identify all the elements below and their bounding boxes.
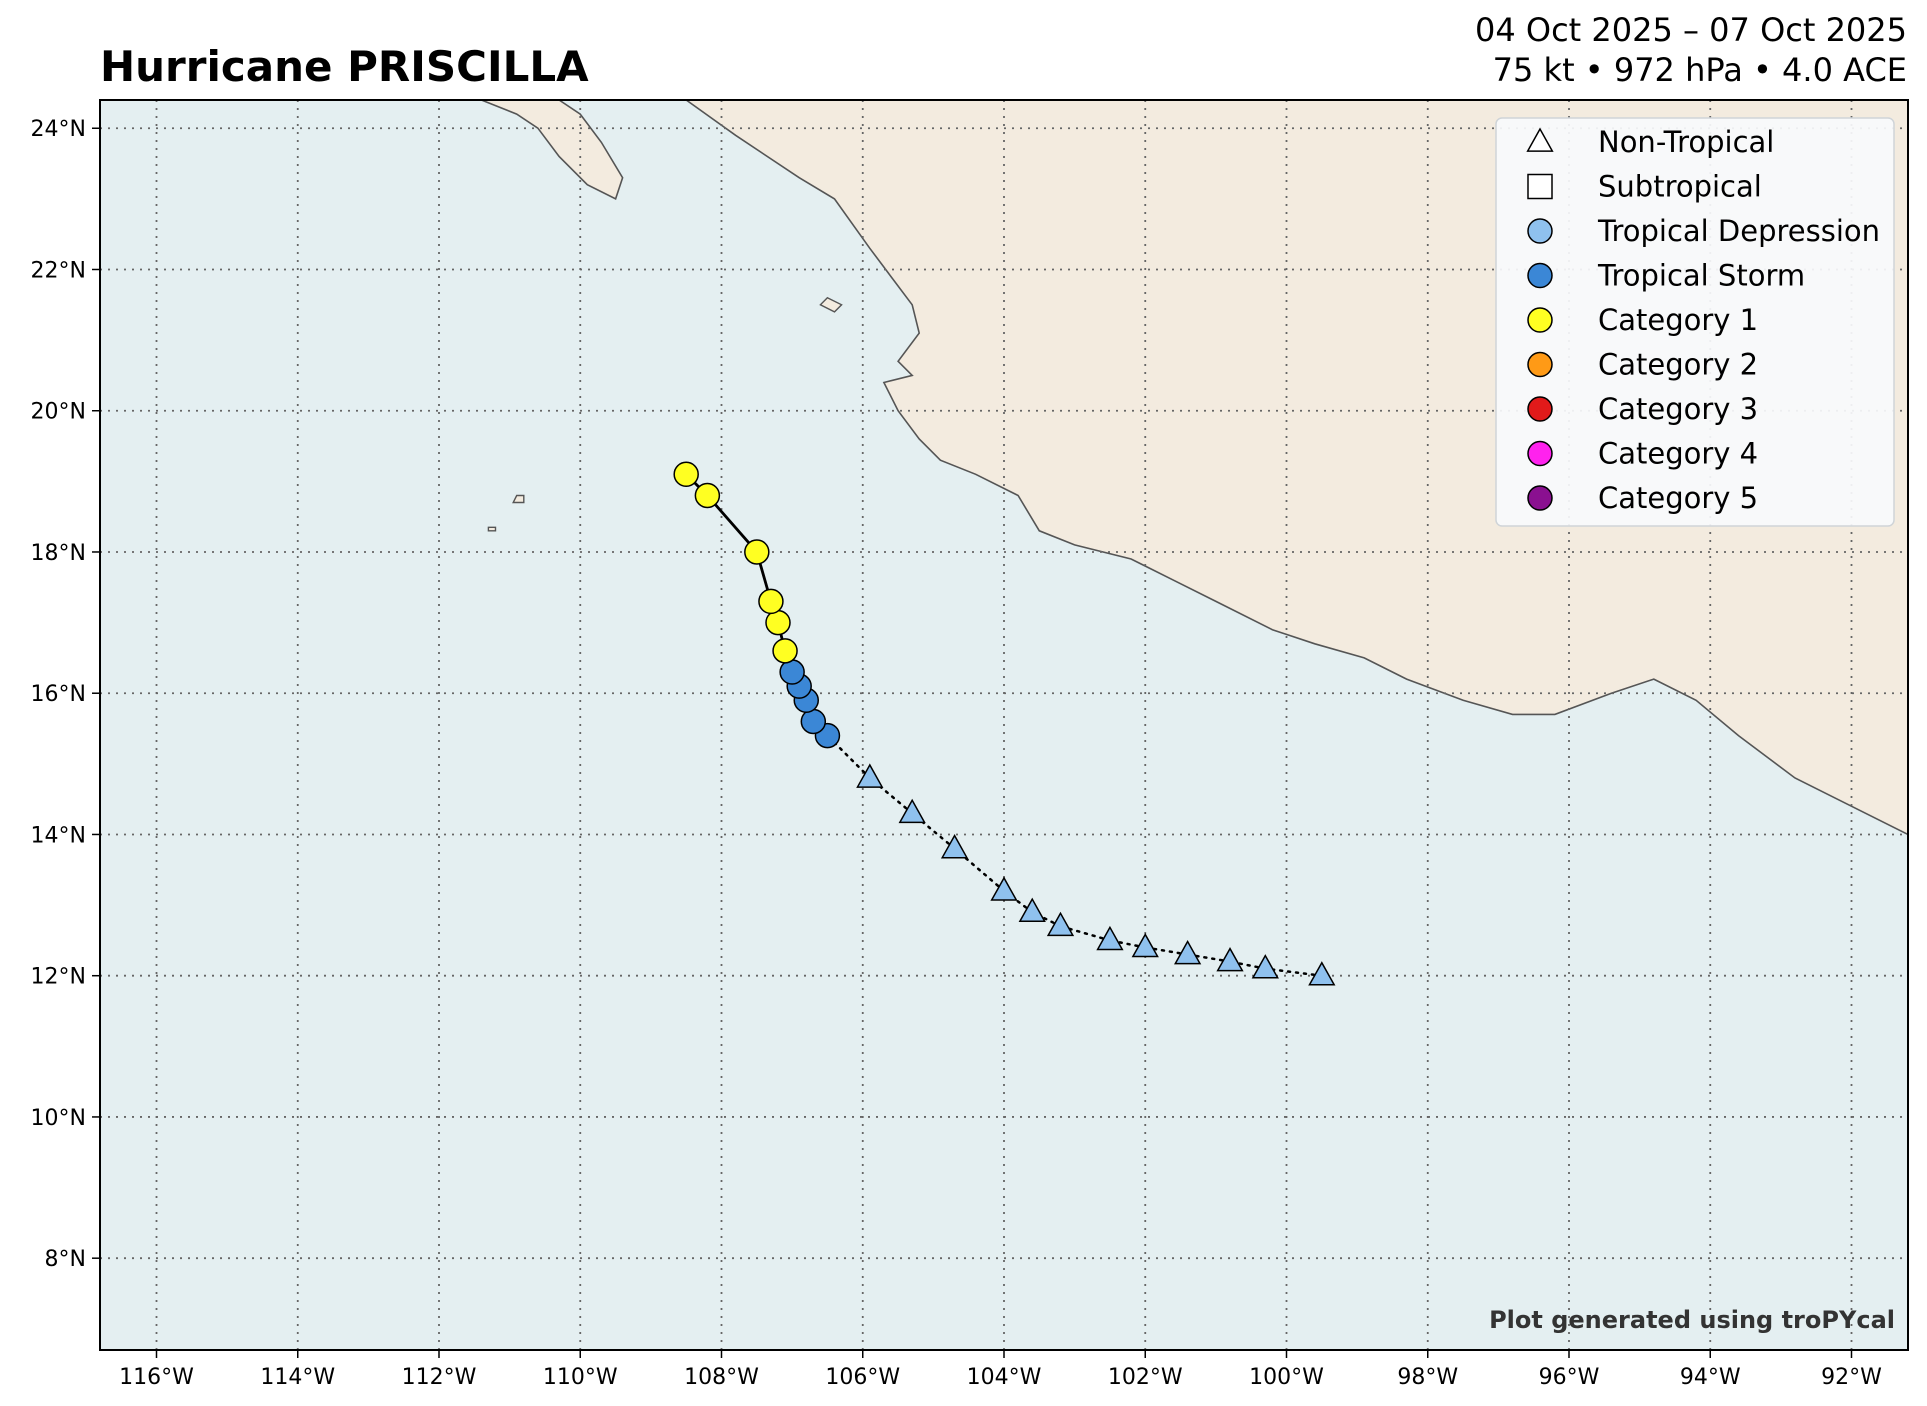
lat-tick-label: 18°N bbox=[31, 541, 86, 566]
legend-marker-circle bbox=[1527, 396, 1553, 422]
track-point-circle bbox=[800, 708, 827, 735]
lat-tick-label: 24°N bbox=[31, 117, 86, 142]
track-point-circle bbox=[673, 461, 699, 488]
track-point-triangle bbox=[1216, 947, 1244, 972]
track-point-triangle bbox=[1308, 961, 1336, 986]
track-segment bbox=[910, 812, 956, 850]
track-segment bbox=[1002, 889, 1034, 914]
legend-marker-circle bbox=[1527, 307, 1553, 333]
track-point-circle bbox=[765, 609, 791, 636]
legend-marker-circle bbox=[1527, 351, 1553, 378]
baja-california-tip bbox=[481, 100, 624, 201]
legend-marker-circle bbox=[1527, 440, 1553, 467]
legend-label: Category 5 bbox=[1598, 481, 1758, 515]
track-point-triangle bbox=[1173, 939, 1202, 965]
legend-marker-triangle bbox=[1526, 127, 1554, 152]
lat-tick-label: 12°N bbox=[31, 965, 86, 990]
lon-tick-label: 110°W bbox=[543, 1365, 618, 1390]
lat-tick-label: 16°N bbox=[31, 682, 86, 707]
track-point-triangle bbox=[898, 798, 926, 824]
lon-tick-label: 98°W bbox=[1397, 1365, 1458, 1390]
lat-tick-label: 14°N bbox=[31, 823, 86, 848]
legend-marker-square bbox=[1527, 173, 1553, 200]
lat-tick-label: 22°N bbox=[31, 258, 86, 283]
lon-tick-label: 100°W bbox=[1249, 1365, 1324, 1390]
legend-label: Category 4 bbox=[1598, 437, 1758, 471]
track-point-circle bbox=[744, 539, 770, 565]
lat-tick-label: 8°N bbox=[45, 1247, 86, 1272]
lon-tick-label: 106°W bbox=[825, 1365, 900, 1390]
track-segment bbox=[1108, 939, 1147, 949]
track-point-triangle bbox=[1096, 925, 1124, 951]
track-segment bbox=[953, 847, 1006, 893]
track-segment bbox=[868, 776, 914, 815]
legend-label: Category 3 bbox=[1598, 392, 1758, 426]
lon-tick-label: 104°W bbox=[967, 1365, 1042, 1390]
lon-tick-label: 102°W bbox=[1108, 1365, 1183, 1390]
lon-tick-label: 96°W bbox=[1539, 1365, 1600, 1390]
lon-tick-label: 116°W bbox=[119, 1365, 194, 1390]
island bbox=[819, 296, 843, 313]
track-point-triangle bbox=[940, 834, 969, 859]
track-point-triangle bbox=[990, 876, 1018, 901]
gridlines bbox=[100, 100, 1908, 1350]
track-point-circle bbox=[694, 482, 721, 509]
track-point-circle bbox=[772, 638, 798, 664]
legend-box bbox=[1495, 117, 1895, 527]
date-range: 04 Oct 2025 – 07 Oct 2025 bbox=[1475, 11, 1907, 49]
axis-ticks: 116°W 114°W 112°W 110°W 108°W 106°W 104°W 102°W… bbox=[31, 117, 1883, 1390]
lon-tick-label: 94°W bbox=[1680, 1365, 1741, 1390]
lon-tick-label: 108°W bbox=[684, 1365, 759, 1390]
legend-label: Tropical Depression bbox=[1597, 214, 1880, 248]
track-point-triangle bbox=[856, 763, 884, 788]
lon-tick-label: 112°W bbox=[402, 1365, 477, 1390]
lon-tick-label: 114°W bbox=[260, 1365, 335, 1390]
track-segment bbox=[1228, 960, 1267, 970]
legend-label: Tropical Storm bbox=[1597, 259, 1805, 293]
credit-text: Plot generated using troPYcal bbox=[1489, 1306, 1895, 1334]
lat-tick-label: 20°N bbox=[31, 400, 86, 425]
legend: Non-Tropical Subtropical Tropical Depressi… bbox=[1495, 117, 1895, 527]
storm-stats: 75 kt • 972 hPa • 4.0 ACE bbox=[1492, 51, 1907, 89]
legend-label: Category 1 bbox=[1598, 303, 1758, 337]
storm-title: Hurricane PRISCILLA bbox=[100, 42, 589, 91]
legend-label: Non-Tropical bbox=[1598, 125, 1774, 159]
lat-tick-label: 10°N bbox=[31, 1106, 86, 1131]
legend-label: Category 2 bbox=[1598, 348, 1758, 382]
legend-marker-circle bbox=[1527, 262, 1553, 289]
legend-marker-circle bbox=[1527, 485, 1553, 511]
storm-summary: 04 Oct 2025 – 07 Oct 2025 75 kt • 972 hP… bbox=[1475, 10, 1907, 90]
lon-tick-label: 92°W bbox=[1821, 1365, 1882, 1390]
track-point-triangle bbox=[1251, 954, 1279, 979]
island bbox=[487, 526, 497, 532]
track-point-circle bbox=[758, 588, 784, 615]
island bbox=[512, 494, 525, 504]
track-point-triangle bbox=[1131, 932, 1159, 958]
track-segment bbox=[1264, 967, 1324, 977]
track-point-circle bbox=[779, 659, 805, 685]
storm-track bbox=[673, 461, 1336, 986]
track-point-triangle bbox=[1046, 911, 1075, 937]
track-point-triangle bbox=[1018, 897, 1046, 922]
legend-marker-circle bbox=[1527, 218, 1553, 244]
legend-label: Subtropical bbox=[1598, 170, 1762, 204]
